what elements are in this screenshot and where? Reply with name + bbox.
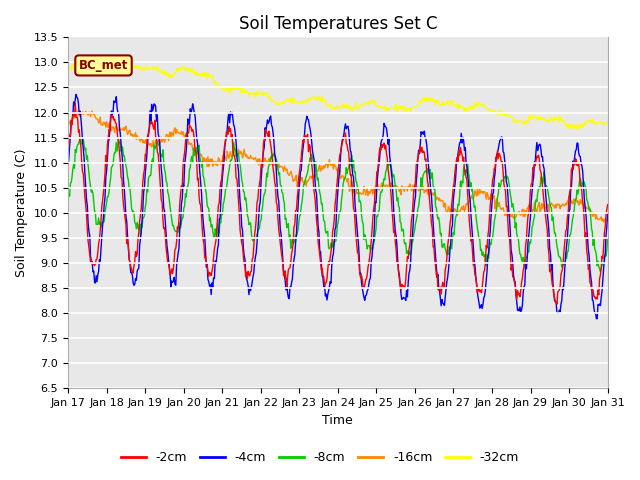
- Title: Soil Temperatures Set C: Soil Temperatures Set C: [239, 15, 437, 33]
- Legend: -2cm, -4cm, -8cm, -16cm, -32cm: -2cm, -4cm, -8cm, -16cm, -32cm: [116, 446, 524, 469]
- X-axis label: Time: Time: [323, 414, 353, 427]
- Text: BC_met: BC_met: [79, 59, 128, 72]
- Y-axis label: Soil Temperature (C): Soil Temperature (C): [15, 149, 28, 277]
